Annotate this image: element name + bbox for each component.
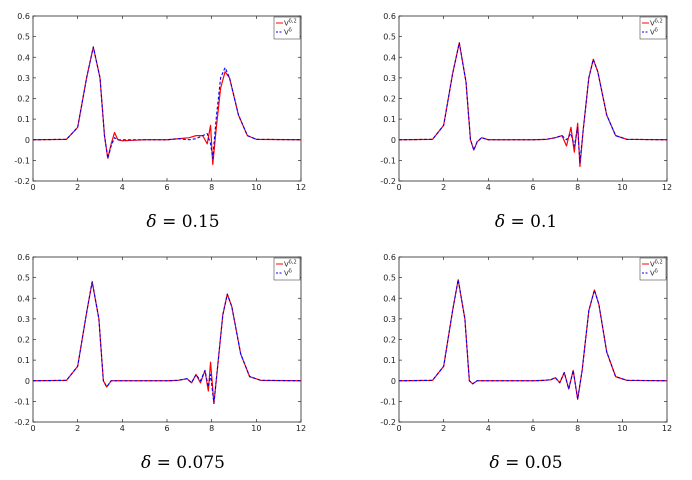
x-tick-label: 2 xyxy=(75,424,80,433)
y-tick-label: -0.2 xyxy=(380,418,396,427)
series-line-v-delta-2 xyxy=(398,279,668,400)
x-tick-label: 2 xyxy=(441,183,446,192)
series-line-v-delta-2 xyxy=(398,42,668,168)
x-tick-label: 8 xyxy=(575,183,580,192)
y-tick-label: 0 xyxy=(25,136,30,145)
x-tick-label: 6 xyxy=(164,183,169,192)
plot-frame xyxy=(398,15,668,182)
y-tick-label: -0.2 xyxy=(14,177,30,186)
y-tick-label: 0.6 xyxy=(383,12,396,21)
series-line-v-delta-2 xyxy=(32,281,302,405)
legend-label: Vδ xyxy=(284,28,292,37)
y-tick-label: -0.1 xyxy=(14,397,30,406)
panel-caption: δ = 0.15 xyxy=(146,212,219,232)
y-tick-label: 0.2 xyxy=(17,95,30,104)
y-tick-label: -0.1 xyxy=(380,397,396,406)
x-tick-label: 8 xyxy=(209,183,214,192)
x-tick-label: 6 xyxy=(530,424,535,433)
x-tick-label: 4 xyxy=(120,183,125,192)
chart-panel-2: -0.2 -0.1 0 0.1 0.2 0.3 0.4 0.5 0.6 0 2 4 6 8 10 12 Vδ,2… xyxy=(380,12,672,232)
x-tick-label: 2 xyxy=(75,183,80,192)
x-tick-label: 10 xyxy=(617,424,627,433)
legend-label: Vδ xyxy=(284,269,292,278)
y-tick-label: 0.1 xyxy=(383,356,396,365)
x-tick-label: 10 xyxy=(617,183,627,192)
y-tick-label: 0.3 xyxy=(17,74,30,83)
panel-caption: δ = 0.05 xyxy=(489,453,562,473)
y-tick-label: 0.5 xyxy=(383,274,396,283)
series-line-v-delta xyxy=(32,281,302,404)
legend-label: Vδ,2 xyxy=(650,19,663,28)
y-tick-label: 0.5 xyxy=(17,33,30,42)
x-tick-label: 10 xyxy=(251,183,261,192)
y-tick-label: 0.2 xyxy=(383,95,396,104)
chart-panel-1: -0.2 -0.1 0 0.1 0.2 0.3 0.4 0.5 0.6 0 2 4 6 8 10 12 Vδ,2… xyxy=(14,12,306,232)
x-tick-label: 4 xyxy=(486,424,491,433)
panel-caption: δ = 0.1 xyxy=(495,212,557,232)
series-line-v-delta-2 xyxy=(32,46,302,166)
x-tick-label: 4 xyxy=(486,183,491,192)
y-tick-label: 0.3 xyxy=(383,315,396,324)
y-tick-label: -0.2 xyxy=(14,418,30,427)
x-tick-label: 0 xyxy=(396,424,401,433)
legend: Vδ,2Vδ xyxy=(639,16,667,40)
plot-frame xyxy=(32,256,302,423)
y-tick-label: 0.1 xyxy=(383,115,396,124)
y-tick-label: 0.2 xyxy=(17,336,30,345)
y-tick-label: 0.6 xyxy=(17,253,30,262)
y-tick-label: 0.5 xyxy=(383,33,396,42)
chart-panel-3: -0.2 -0.1 0 0.1 0.2 0.3 0.4 0.5 0.6 0 2 4 6 8 10 12 Vδ,2… xyxy=(14,253,306,473)
y-tick-label: 0.4 xyxy=(383,53,396,62)
y-tick-label: 0.3 xyxy=(17,315,30,324)
x-tick-label: 12 xyxy=(662,424,672,433)
x-tick-label: 0 xyxy=(30,424,35,433)
x-tick-label: 12 xyxy=(296,424,306,433)
y-tick-label: 0.6 xyxy=(17,12,30,21)
x-tick-label: 8 xyxy=(575,424,580,433)
plot-frame xyxy=(32,15,302,182)
legend: Vδ,2Vδ xyxy=(639,257,667,281)
legend-label: Vδ,2 xyxy=(284,19,297,28)
chart-panel-4: -0.2 -0.1 0 0.1 0.2 0.3 0.4 0.5 0.6 0 2 4 6 8 10 12 Vδ,2… xyxy=(380,253,672,473)
legend: Vδ,2Vδ xyxy=(273,257,301,281)
y-tick-label: -0.2 xyxy=(380,177,396,186)
panel-caption: δ = 0.075 xyxy=(141,453,225,473)
legend-label: Vδ,2 xyxy=(650,260,663,269)
y-tick-label: 0 xyxy=(25,377,30,386)
y-tick-label: -0.1 xyxy=(380,156,396,165)
y-tick-label: 0 xyxy=(391,136,396,145)
legend-label: Vδ xyxy=(650,28,658,37)
y-tick-label: 0.2 xyxy=(383,336,396,345)
x-tick-label: 12 xyxy=(296,183,306,192)
x-tick-label: 10 xyxy=(251,424,261,433)
plot-frame xyxy=(398,256,668,423)
legend-label: Vδ xyxy=(650,269,658,278)
legend-label: Vδ,2 xyxy=(284,260,297,269)
x-tick-label: 0 xyxy=(30,183,35,192)
series-line-v-delta xyxy=(398,279,668,400)
y-tick-label: 0.5 xyxy=(17,274,30,283)
y-tick-label: 0.4 xyxy=(383,294,396,303)
y-tick-label: -0.1 xyxy=(14,156,30,165)
x-tick-label: 0 xyxy=(396,183,401,192)
series-line-v-delta xyxy=(32,46,302,159)
y-tick-label: 0.6 xyxy=(383,253,396,262)
y-tick-label: 0.3 xyxy=(383,74,396,83)
y-tick-label: 0.1 xyxy=(17,356,30,365)
x-tick-label: 4 xyxy=(120,424,125,433)
y-tick-label: 0 xyxy=(391,377,396,386)
x-tick-label: 6 xyxy=(164,424,169,433)
x-tick-label: 12 xyxy=(662,183,672,192)
y-tick-label: 0.4 xyxy=(17,53,30,62)
x-tick-label: 6 xyxy=(530,183,535,192)
series-line-v-delta xyxy=(398,42,668,163)
y-tick-label: 0.4 xyxy=(17,294,30,303)
x-tick-label: 8 xyxy=(209,424,214,433)
legend: Vδ,2Vδ xyxy=(273,16,301,40)
y-tick-label: 0.1 xyxy=(17,115,30,124)
x-tick-label: 2 xyxy=(441,424,446,433)
